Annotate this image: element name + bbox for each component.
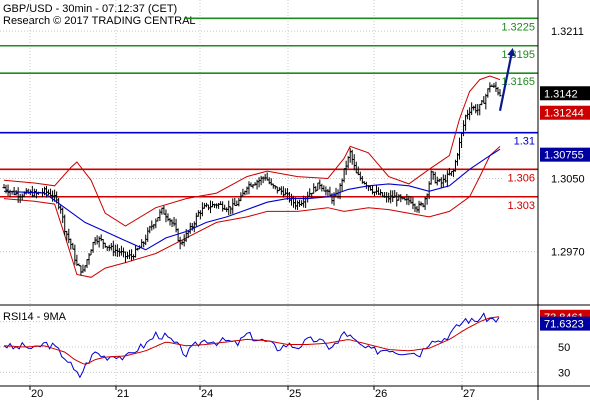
rsi-value-badge: 71.6323 [544,319,584,331]
time-tick-label: 26 [375,388,387,400]
last-price-badge-bg [540,86,590,101]
chart-title: GBP/USD - 30min - 07:12:37 (CET) [3,3,178,15]
level-label: 1.303 [507,200,535,212]
level-label-bg [495,20,537,33]
rsi-tick-label: 50 [558,342,570,354]
rsi-line [3,312,500,379]
projection-arrow [498,47,516,111]
level-label-bg [502,171,537,184]
level-label: 1.3195 [501,49,535,61]
moving-average-badge: 1.30755 [544,150,584,162]
level-label: 1.31 [514,136,535,148]
moving-average-badge-bg [540,147,590,162]
time-tick-label: 20 [31,388,43,400]
rsi-title: RSI14 - 9MA [3,311,67,323]
moving-average-line [3,148,501,251]
time-tick-label: 24 [201,388,213,400]
rsi-tick-label: 30 [558,367,570,379]
level-label-bg [495,47,537,60]
bollinger-lower-line [3,146,501,278]
level-label: 1.306 [507,172,535,184]
time-tick-label: 27 [463,388,475,400]
price-tick-label: 1.2970 [551,247,585,259]
rsi-ma-line [3,316,500,365]
level-label: 1.3225 [501,21,535,33]
rsi-value-badge-bg [540,316,590,331]
level-label: 1.3165 [501,76,535,88]
bollinger-upper-badge-bg [540,105,590,120]
bollinger-upper-line [3,75,501,227]
bollinger-upper-badge: 1.31244 [544,108,584,120]
level-label-bg [508,134,537,147]
price-tick-label: 1.3211 [551,26,584,38]
price-tick-label: 1.3050 [551,173,585,185]
copyright-label: Research © 2017 TRADING CENTRAL [3,15,196,27]
level-label-bg [502,198,537,211]
time-tick-label: 21 [117,388,129,400]
last-price-badge: 1.3142 [544,88,578,100]
time-tick-label: 25 [289,388,301,400]
